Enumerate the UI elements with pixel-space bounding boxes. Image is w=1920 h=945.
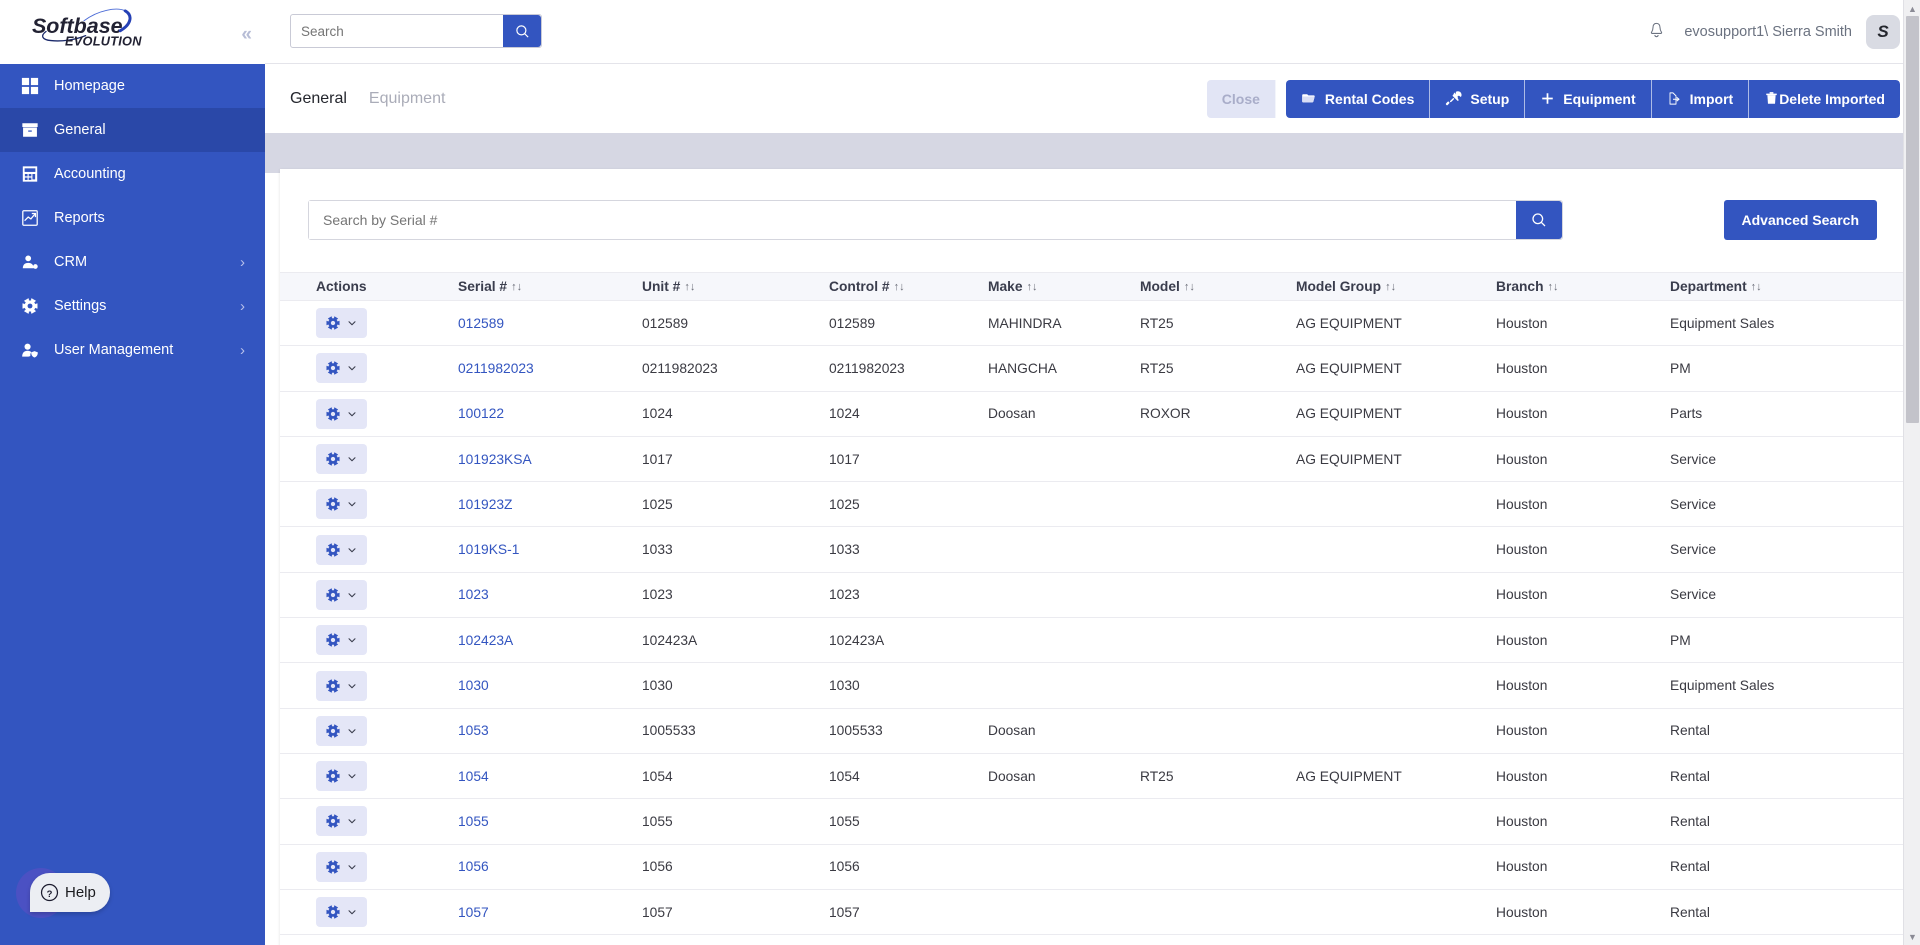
svg-text:EVOLUTION: EVOLUTION — [65, 34, 142, 49]
svg-text:?: ? — [47, 889, 53, 900]
